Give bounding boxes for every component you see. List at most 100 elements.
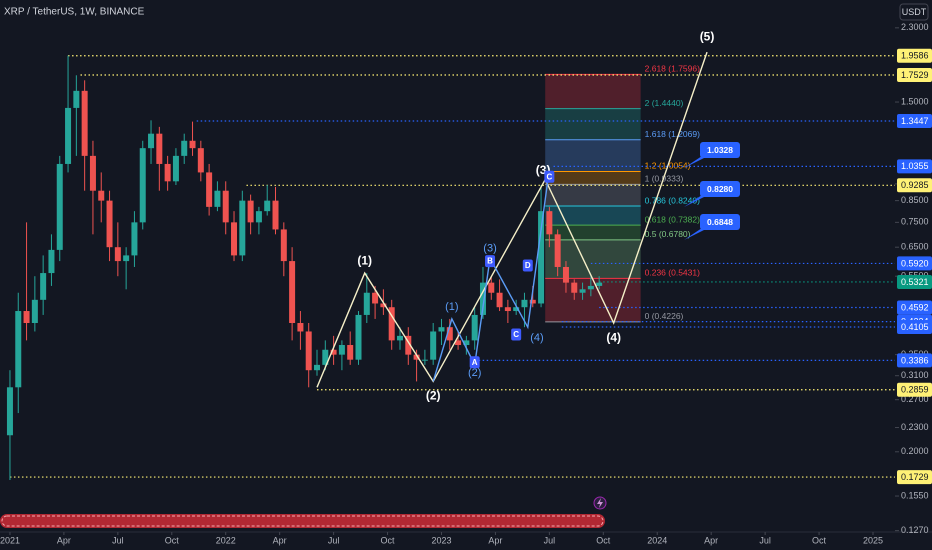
wave-label: (3) (483, 242, 496, 254)
candle-body (23, 311, 30, 324)
wave-letter: C (546, 172, 552, 181)
price-label: 0.2859 (901, 385, 929, 395)
candle-body (73, 90, 80, 108)
wave-letter-box (469, 356, 480, 369)
y-tick-label: 0.2000 (901, 446, 929, 456)
y-tick-label: 0.1550 (901, 490, 929, 500)
candle-body (40, 273, 47, 300)
candle-body (206, 172, 213, 207)
fib-label: 2 (1.4440) (645, 98, 684, 108)
wave-label: (2) (468, 367, 481, 379)
x-tick-label: Apr (273, 535, 287, 545)
level-layer (9, 55, 895, 478)
price-label: 1.0355 (901, 161, 929, 171)
candle-body (396, 335, 403, 341)
wave-label: (5) (700, 29, 715, 43)
x-tick-label: Apr (704, 535, 718, 545)
x-tick-label: Jul (112, 535, 124, 545)
candle-body (463, 340, 470, 346)
candle-body (338, 345, 345, 355)
candle-body (255, 211, 262, 223)
x-tick-label: Jul (544, 535, 556, 545)
event-icon-bolt (597, 498, 603, 508)
candle-body (297, 323, 304, 332)
price-label: 1.7529 (901, 70, 929, 80)
callout-box (700, 181, 740, 197)
fib-label: 0.786 (0.8240) (645, 195, 700, 205)
x-tick-label: Jul (328, 535, 340, 545)
fib-band (545, 278, 641, 322)
x-tick-label: Jul (759, 535, 771, 545)
price-label-box (897, 159, 932, 174)
callout-label: 0.8280 (707, 184, 733, 194)
wave-letter-box (544, 170, 555, 183)
x-tick-label: Oct (381, 535, 396, 545)
y-tick-label: 0.6500 (901, 242, 929, 252)
axis-layer: 2.30001.50000.93600.85000.75000.65000.55… (0, 22, 932, 545)
candle-body (438, 327, 445, 332)
currency-label: USDT (902, 7, 927, 17)
candle-body (330, 349, 337, 355)
price-label: 0.3386 (901, 355, 929, 365)
candle-body (197, 148, 204, 173)
callout-label: 0.6848 (707, 217, 733, 227)
candle-body (529, 299, 536, 304)
candle-body (139, 148, 146, 223)
candle-body (272, 200, 279, 230)
fib-label: 0.618 (0.7382) (645, 214, 700, 224)
wave-letter: A (472, 358, 478, 367)
candle-body (579, 289, 586, 293)
wave-letter: C (513, 330, 519, 339)
fib-label: 0.5 (0.6780) (645, 229, 691, 239)
wave-path (316, 51, 708, 388)
price-label-box (897, 48, 932, 63)
fib-band (545, 108, 641, 140)
candle-body (148, 133, 155, 149)
y-tick-label: 0.3100 (901, 370, 929, 380)
candle-body (322, 349, 329, 365)
events-strip-pattern (1, 515, 604, 527)
fib-label: 0.236 (0.5431) (645, 268, 700, 278)
x-tick-label: Oct (812, 535, 827, 545)
fib-band (545, 239, 641, 279)
candle-body (189, 140, 196, 149)
candle-body (521, 299, 528, 308)
candle-body (214, 190, 221, 207)
candle-body (65, 107, 72, 164)
price-label-box (897, 256, 932, 271)
candle-body (156, 133, 163, 164)
fib-band (545, 184, 641, 207)
callout-pointer (684, 195, 708, 207)
callout-pointer (684, 228, 708, 240)
fib-label: 2.618 (1.7596) (645, 64, 700, 74)
x-tick-label: 2025 (863, 535, 883, 545)
price-label-box (897, 178, 932, 193)
candle-body (264, 200, 271, 212)
currency-button[interactable] (899, 3, 929, 21)
candle-body (164, 163, 171, 182)
candle-body (488, 282, 495, 293)
candle-body (289, 261, 296, 324)
candle-body (172, 155, 179, 182)
candle-body (280, 229, 287, 262)
candle-body (538, 211, 545, 304)
candle-body (15, 311, 22, 388)
y-tick-label: 2.3000 (901, 22, 929, 32)
callout-label: 1.0328 (707, 145, 733, 155)
events-strip (0, 514, 605, 528)
candle-body (546, 211, 553, 235)
candle-body (131, 222, 138, 256)
candle-body (413, 354, 420, 360)
price-label: 1.9586 (901, 51, 929, 61)
candle-body (562, 266, 569, 283)
fib-band (545, 139, 641, 172)
fib-band (545, 74, 641, 109)
x-tick-label: Apr (488, 535, 502, 545)
fib-layer: 2.618 (1.7596)2 (1.4440)1.618 (1.2069)1.… (545, 64, 700, 323)
wave-label: (4) (530, 332, 543, 344)
candle-body (181, 140, 188, 156)
candle-body (123, 255, 130, 262)
candle-body (106, 200, 113, 248)
wave-label: (1) (445, 301, 458, 313)
